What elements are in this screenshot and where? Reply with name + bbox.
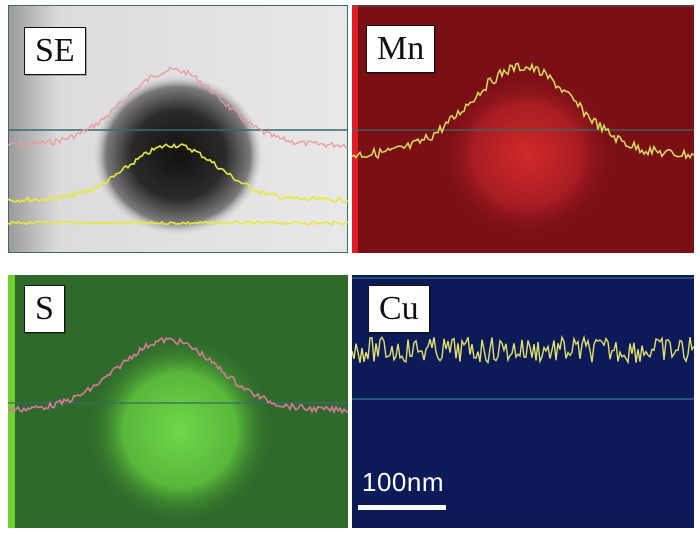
s-profile [8, 336, 348, 415]
cu-panel: Cu 100nm [352, 275, 694, 528]
s-label: S [24, 285, 65, 333]
se-profile-yellow [8, 142, 348, 204]
cu-profile [352, 334, 694, 365]
se-profile-pink [8, 66, 348, 149]
scale-bar [358, 505, 446, 510]
cu-label: Cu [368, 285, 430, 333]
se-map-image [8, 5, 348, 253]
scale-bar-label: 100nm [362, 467, 444, 497]
s-panel: S [8, 275, 348, 528]
se-profile-yellow-baseline [8, 220, 348, 226]
se-panel: SE [8, 5, 348, 253]
mn-profile [352, 62, 694, 160]
mn-panel: Mn [352, 5, 694, 253]
se-label: SE [24, 27, 86, 75]
mn-label: Mn [366, 25, 436, 73]
